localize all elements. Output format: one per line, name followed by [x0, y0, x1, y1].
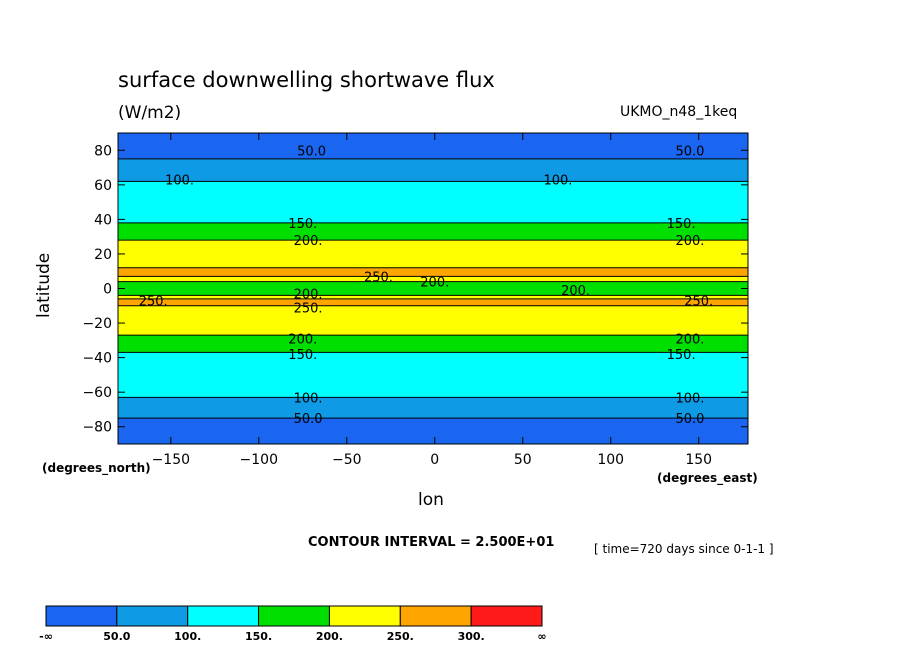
y-tick-label: −20: [82, 316, 112, 332]
colorbar-swatch: [399, 605, 472, 627]
colorbar-swatch: [116, 605, 189, 627]
contour-label: 200.: [294, 234, 323, 249]
contour-label: 100.: [543, 174, 572, 189]
contour-band: [118, 267, 748, 277]
contour-band: [118, 133, 748, 159]
colorbar-label: ∞: [537, 630, 546, 643]
colorbar-label: -∞: [39, 630, 53, 643]
y-axis-units: (degrees_north): [42, 461, 151, 475]
x-tick-label: 100: [597, 452, 624, 468]
colorbar-swatch: [187, 605, 260, 627]
contour-label: 200.: [288, 333, 317, 348]
contour-band: [118, 222, 748, 241]
contour-label: 150.: [288, 348, 317, 363]
contour-band: [118, 240, 748, 268]
contour-band: [118, 276, 748, 282]
y-tick-label: 40: [94, 212, 112, 228]
contour-label: 250.: [139, 295, 168, 310]
contour-label: 200.: [675, 234, 704, 249]
contour-label: 150.: [667, 348, 696, 363]
x-tick-label: 50: [514, 452, 532, 468]
contour-bands: [118, 133, 748, 444]
time-info: [ time=720 days since 0-1-1 ]: [594, 542, 774, 556]
contour-label: 100.: [675, 391, 704, 406]
x-tick-label: 0: [430, 452, 439, 468]
x-tick-label: −100: [240, 452, 278, 468]
colorbar-label: 50.0: [103, 630, 130, 643]
contour-label: 250.: [684, 295, 713, 310]
x-tick-label: 150: [685, 452, 712, 468]
contour-label: 200.: [561, 284, 590, 299]
contour-label: 200.: [420, 276, 449, 291]
contour-band: [118, 397, 748, 419]
contour-label: 150.: [288, 217, 317, 232]
dataset-label: UKMO_n48_1keq: [620, 104, 738, 120]
y-tick-label: −80: [82, 420, 112, 436]
contour-band: [118, 281, 748, 296]
colorbar-swatch: [470, 605, 543, 627]
contour-band: [118, 335, 748, 353]
y-tick-label: 0: [103, 282, 112, 298]
contour-lines: [118, 158, 748, 419]
contour-label: 50.0: [675, 412, 704, 427]
x-tick-label: −50: [332, 452, 362, 468]
colorbar-label: 150.: [245, 630, 272, 643]
contour-label: 50.0: [294, 412, 323, 427]
contour-interval-note: CONTOUR INTERVAL = 2.500E+01: [308, 535, 555, 550]
contour-band: [118, 305, 748, 336]
contour-band: [118, 158, 748, 182]
contour-band: [118, 352, 748, 398]
y-tick-label: −60: [82, 385, 112, 401]
colorbar-swatch: [45, 605, 118, 627]
colorbar-label: 250.: [387, 630, 414, 643]
contour-band: [118, 298, 748, 306]
x-tick-label: −150: [152, 452, 190, 468]
contour-band: [118, 418, 748, 444]
contour-label: 200.: [294, 288, 323, 303]
chart-units: (W/m2): [118, 103, 182, 123]
y-tick-label: 80: [94, 143, 112, 159]
contour-label: 50.0: [297, 144, 326, 159]
y-tick-label: 60: [94, 178, 112, 194]
colorbar-label: 300.: [458, 630, 485, 643]
contour-label: 100.: [165, 174, 194, 189]
colorbar-swatch: [328, 605, 401, 627]
y-tick-label: −40: [82, 351, 112, 367]
contour-label: 250.: [364, 270, 393, 285]
contour-label: 100.: [294, 391, 323, 406]
x-axis-units: (degrees_east): [657, 471, 758, 485]
colorbar-label: 100.: [174, 630, 201, 643]
contour-label: 250.: [294, 302, 323, 317]
contour-label: 200.: [675, 333, 704, 348]
contour-label: 50.0: [675, 144, 704, 159]
x-axis-label: lon: [418, 490, 444, 510]
colorbar: -∞ 50.0 100. 150. 200. 250. 300. ∞: [39, 605, 547, 643]
colorbar-swatch: [258, 605, 330, 627]
axis-ticks: −150 −100 −50 0 50 100 150 80 60 40 20 0 −20 −40 −60 −8…: [82, 133, 748, 468]
chart-title: surface downwelling shortwave flux: [118, 68, 495, 92]
contour-label: 150.: [667, 217, 696, 232]
colorbar-label: 200.: [316, 630, 343, 643]
contour-band: [118, 295, 748, 299]
y-tick-label: 20: [94, 247, 112, 263]
contour-band: [118, 181, 748, 223]
